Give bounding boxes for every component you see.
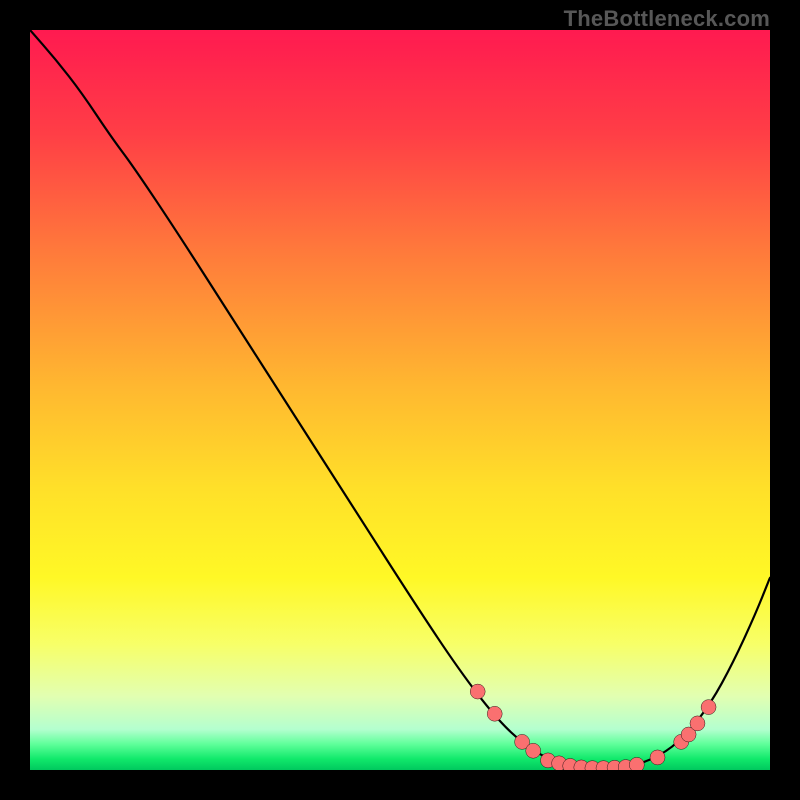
plot-area — [30, 30, 770, 770]
data-marker — [526, 743, 541, 758]
chart-frame: TheBottleneck.com — [0, 0, 800, 800]
data-marker — [701, 700, 716, 715]
data-marker — [470, 684, 485, 699]
data-marker — [690, 716, 705, 731]
data-marker — [629, 757, 644, 770]
gradient-background — [30, 30, 770, 770]
data-marker — [650, 750, 665, 765]
data-marker — [487, 706, 502, 721]
attribution-text: TheBottleneck.com — [564, 6, 770, 32]
chart-svg — [30, 30, 770, 770]
